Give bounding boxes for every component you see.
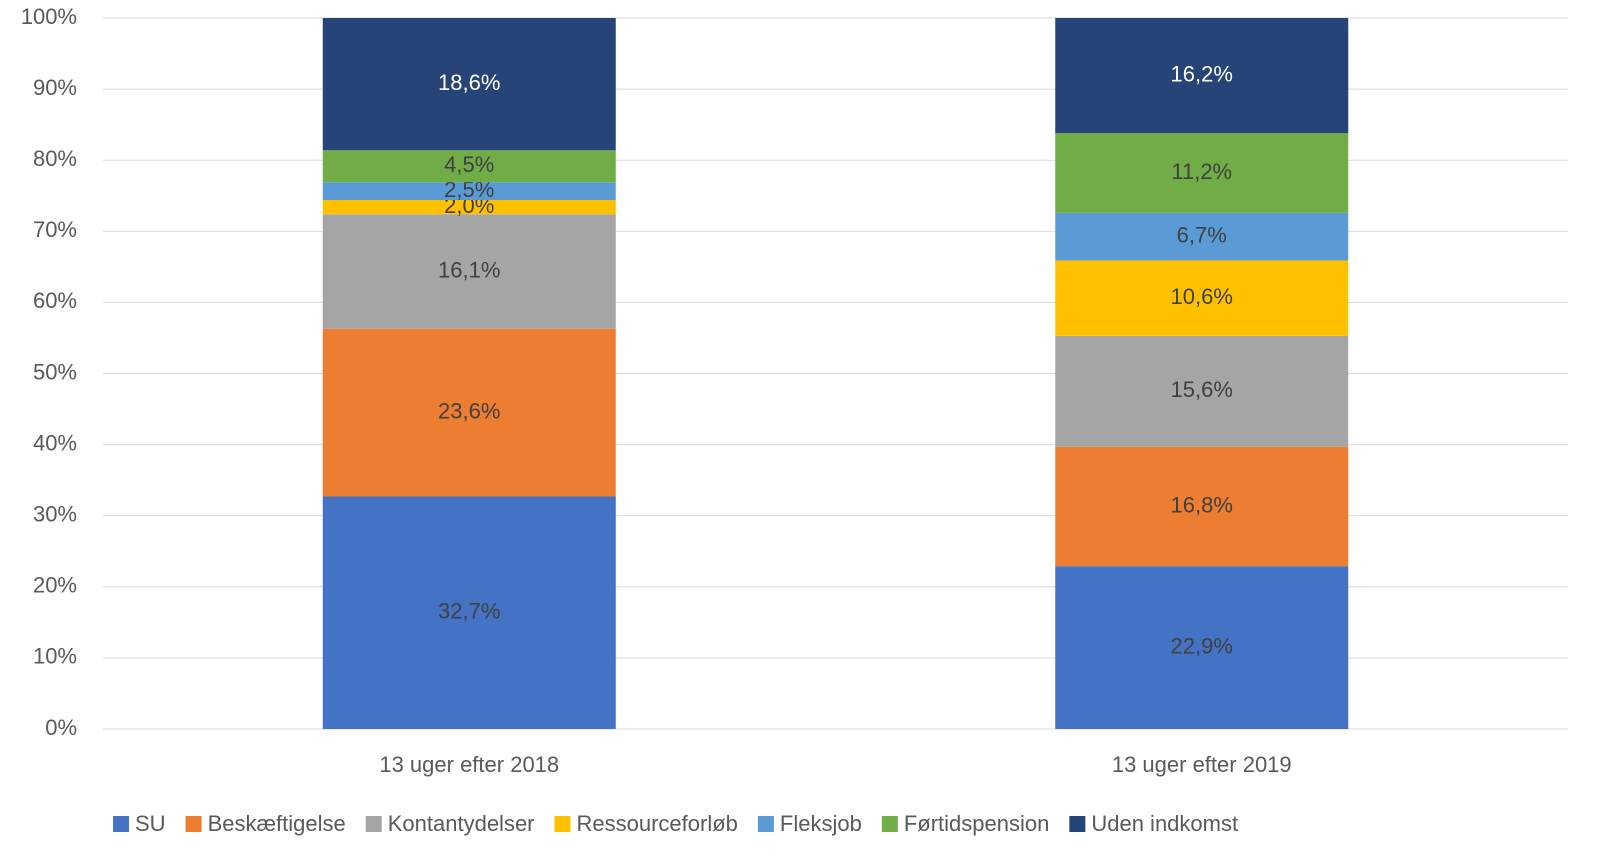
data-label: 23,6% xyxy=(438,398,500,423)
bar-segment xyxy=(1055,566,1349,729)
y-tick-label: 90% xyxy=(33,75,77,100)
data-label: 6,7% xyxy=(1177,222,1227,247)
data-label: 10,6% xyxy=(1171,284,1233,309)
legend-label: Førtidspension xyxy=(904,811,1050,836)
y-tick-label: 60% xyxy=(33,288,77,313)
data-label: 16,8% xyxy=(1171,492,1233,517)
bar-segment xyxy=(1055,133,1349,213)
bar-segment xyxy=(1055,212,1349,261)
legend-swatch xyxy=(554,816,571,832)
y-tick-label: 50% xyxy=(33,359,77,384)
bar-segment xyxy=(322,182,616,201)
y-tick-label: 100% xyxy=(21,4,77,29)
bar-segment xyxy=(1055,335,1349,447)
legend-swatch xyxy=(365,816,382,832)
y-tick-label: 70% xyxy=(33,217,77,242)
y-tick-label: 30% xyxy=(33,502,77,527)
bar-segment xyxy=(322,328,616,497)
data-label: 22,9% xyxy=(1171,633,1233,658)
legend-swatch xyxy=(1069,816,1086,832)
data-label: 4,5% xyxy=(444,152,494,177)
bar-segment xyxy=(322,150,616,183)
legend-swatch xyxy=(881,816,898,832)
legend-label: Uden indkomst xyxy=(1091,811,1238,836)
x-tick-label: 13 uger efter 2018 xyxy=(379,752,559,777)
y-tick-label: 80% xyxy=(33,146,77,171)
bar-segment xyxy=(1055,260,1349,336)
bar-segment xyxy=(1055,18,1349,134)
bar-segment xyxy=(322,200,616,215)
legend-label: Fleksjob xyxy=(780,811,862,836)
legend-label: Kontantydelser xyxy=(388,811,535,836)
data-label: 11,2% xyxy=(1171,159,1232,184)
data-label: 16,2% xyxy=(1171,61,1233,86)
legend-swatch xyxy=(113,816,129,832)
legend-label: Beskæftigelse xyxy=(208,811,346,836)
legend-label: SU xyxy=(135,811,166,836)
y-tick-label: 10% xyxy=(33,644,77,669)
bar-segment xyxy=(322,496,616,729)
bar-segment xyxy=(322,18,616,151)
data-label: 18,6% xyxy=(438,70,500,95)
bar-segment xyxy=(322,214,616,329)
y-tick-label: 20% xyxy=(33,573,77,598)
y-tick-label: 40% xyxy=(33,430,77,455)
data-label: 15,6% xyxy=(1171,377,1233,402)
data-label: 32,7% xyxy=(438,599,500,624)
data-label: 16,1% xyxy=(438,257,500,282)
legend-swatch xyxy=(185,816,202,832)
legend-swatch xyxy=(757,816,774,832)
x-tick-label: 13 uger efter 2019 xyxy=(1112,752,1292,777)
legend-label: Ressourceforløb xyxy=(577,811,738,836)
y-tick-label: 0% xyxy=(45,715,77,740)
bar-segment xyxy=(1055,446,1349,567)
